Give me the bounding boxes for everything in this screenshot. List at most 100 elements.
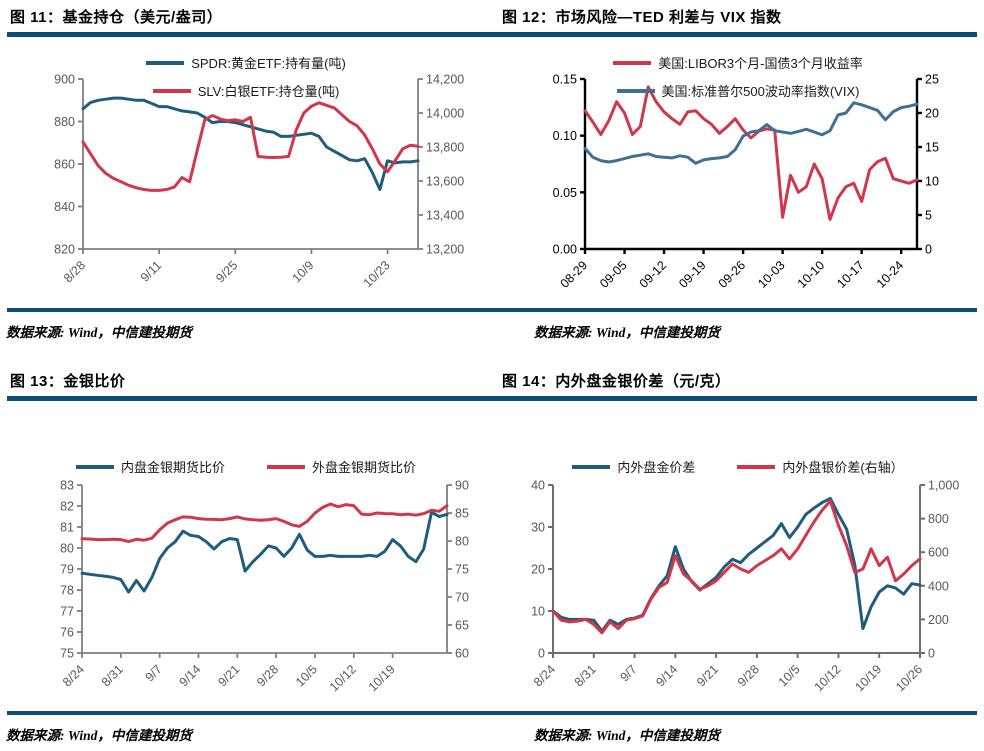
svg-text:880: 880 [54,115,75,129]
svg-text:10/9: 10/9 [289,258,316,285]
left-axis-labels: 900 880 860 840 820 [54,73,83,257]
svg-text:60: 60 [455,647,469,661]
fig12-source-note: 数据来源: Wind，中信建投期货 [534,325,720,340]
svg-text:10/19: 10/19 [852,662,884,694]
figure-titles-row-1: 图 11：基金持仓（美元/盎司） 图 12：市场风险—TED 利差与 VIX 指… [0,0,984,32]
svg-text:78: 78 [60,584,74,598]
svg-text:80: 80 [455,535,469,549]
svg-text:09-26: 09-26 [716,258,749,291]
svg-text:0.15: 0.15 [553,73,577,87]
fig11-source-note: 数据来源: Wind，中信建投期货 [6,325,192,340]
x-axis-labels: 8/24 8/31 9/7 9/14 9/21 9/28 10/5 10/12 10/19 10/… [531,653,925,694]
svg-text:13,200: 13,200 [426,243,464,257]
svg-text:9/21: 9/21 [215,662,242,689]
svg-text:14,200: 14,200 [426,73,464,87]
svg-text:76: 76 [60,626,74,640]
left-axis-labels: 83 82 81 80 79 78 77 76 75 [60,479,82,661]
chart-panel-fig13: 内盘金银期货比价 外盘金银期货比价 83 82 81 80 79 78 77 76 75 90 85 8… [0,401,492,706]
svg-text:8/24: 8/24 [531,662,558,689]
sources-row-2: 数据来源: Wind，中信建投期货 数据来源: Wind，中信建投期货 [0,715,984,751]
svg-text:840: 840 [54,200,75,214]
svg-text:40: 40 [531,479,545,493]
svg-text:9/28: 9/28 [254,662,281,689]
svg-text:08-29: 08-29 [558,258,591,291]
svg-text:10: 10 [925,175,939,189]
right-axis-labels: 25 20 15 10 5 0 [917,73,939,257]
svg-text:82: 82 [60,500,74,514]
divider-bar-row2 [7,396,977,401]
chart-panel-fig14: 内外盘金价差 内外盘银价差(右轴） 40 30 20 10 0 1,000 800 600 400… [492,401,984,706]
series-line-0 [80,510,449,594]
svg-text:10-17: 10-17 [834,258,867,291]
svg-text:09-12: 09-12 [637,258,670,291]
figure-11-title: 图 11：基金持仓（美元/盎司） [10,9,223,26]
svg-text:80: 80 [60,542,74,556]
svg-text:9/21: 9/21 [694,662,721,689]
svg-text:13,600: 13,600 [426,175,464,189]
left-axis-labels: 40 30 20 10 0 [531,479,553,661]
svg-text:13,400: 13,400 [426,209,464,223]
svg-text:10/12: 10/12 [327,662,359,694]
charts-row-2: 内盘金银期货比价 外盘金银期货比价 83 82 81 80 79 78 77 76 75 90 85 8… [0,401,984,706]
series-line-1 [583,101,919,165]
svg-text:8/24: 8/24 [60,662,87,689]
svg-text:70: 70 [455,591,469,605]
svg-text:9/28: 9/28 [735,662,762,689]
divider-bar-mid-1 [7,308,977,312]
svg-text:81: 81 [60,521,74,535]
svg-text:10/26: 10/26 [893,662,925,694]
svg-text:9/7: 9/7 [617,662,639,684]
svg-text:10/5: 10/5 [776,662,803,689]
svg-text:800: 800 [928,512,949,526]
right-axis-labels: 1,000 800 600 400 200 0 [920,479,959,661]
svg-text:8/31: 8/31 [572,662,599,689]
svg-text:9/14: 9/14 [176,662,203,689]
svg-text:0: 0 [928,647,935,661]
fig14-source-note: 数据来源: Wind，中信建投期货 [534,728,720,743]
fig11-chart-canvas: 90088086084082014,20014,00013,80013,6001… [54,73,464,291]
svg-text:10/12: 10/12 [812,662,844,694]
series-line-1 [551,499,922,635]
svg-text:0.00: 0.00 [553,243,577,257]
right-axis-labels: 90 85 80 75 70 65 60 [447,479,469,661]
svg-text:400: 400 [928,579,949,593]
left-axis-labels: 0.15 0.10 0.05 0.00 [553,73,585,257]
svg-text:8/28: 8/28 [61,258,88,285]
svg-text:0.10: 0.10 [553,129,577,143]
svg-text:200: 200 [928,613,949,627]
svg-text:09-05: 09-05 [597,258,630,291]
x-axis-labels: 8/28 9/11 9/25 10/9 10/23 [61,249,393,290]
right-axis-labels: 14,200 14,000 13,800 13,600 13,400 13,200 [418,73,464,257]
svg-text:820: 820 [54,243,75,257]
svg-text:79: 79 [60,563,74,577]
svg-text:8/31: 8/31 [99,662,126,689]
svg-text:600: 600 [928,546,949,560]
series-line-1 [80,502,449,544]
svg-text:75: 75 [60,647,74,661]
svg-text:20: 20 [531,563,545,577]
fig13-source-note: 数据来源: Wind，中信建投期货 [6,728,192,743]
svg-text:10: 10 [531,605,545,619]
svg-text:9/7: 9/7 [143,662,165,684]
figure-14-title: 图 14：内外盘金银价差（元/克） [502,373,731,390]
svg-text:0: 0 [538,647,545,661]
svg-text:30: 30 [531,521,545,535]
svg-text:860: 860 [54,158,75,172]
svg-text:83: 83 [60,479,74,493]
x-axis-labels: 08-29 09-05 09-12 09-19 09-26 10-03 10-10 10-17… [558,249,907,291]
svg-text:900: 900 [54,73,75,87]
sources-row-1: 数据来源: Wind，中信建投期货 数据来源: Wind，中信建投期货 [0,312,984,348]
charts-row-1: SPDR:黄金ETF:持有量(吨) SLV:白银ETF:持仓量(吨) 900 880… [0,37,984,303]
svg-text:77: 77 [60,605,74,619]
svg-text:13,800: 13,800 [426,141,464,155]
svg-text:10/5: 10/5 [293,662,320,689]
svg-text:15: 15 [925,141,939,155]
figure-12-title: 图 12：市场风险—TED 利差与 VIX 指数 [502,9,782,26]
svg-text:10-24: 10-24 [874,258,907,291]
svg-text:10-10: 10-10 [795,258,828,291]
divider-bar-top [7,32,977,37]
svg-text:75: 75 [455,563,469,577]
svg-text:25: 25 [925,73,939,87]
